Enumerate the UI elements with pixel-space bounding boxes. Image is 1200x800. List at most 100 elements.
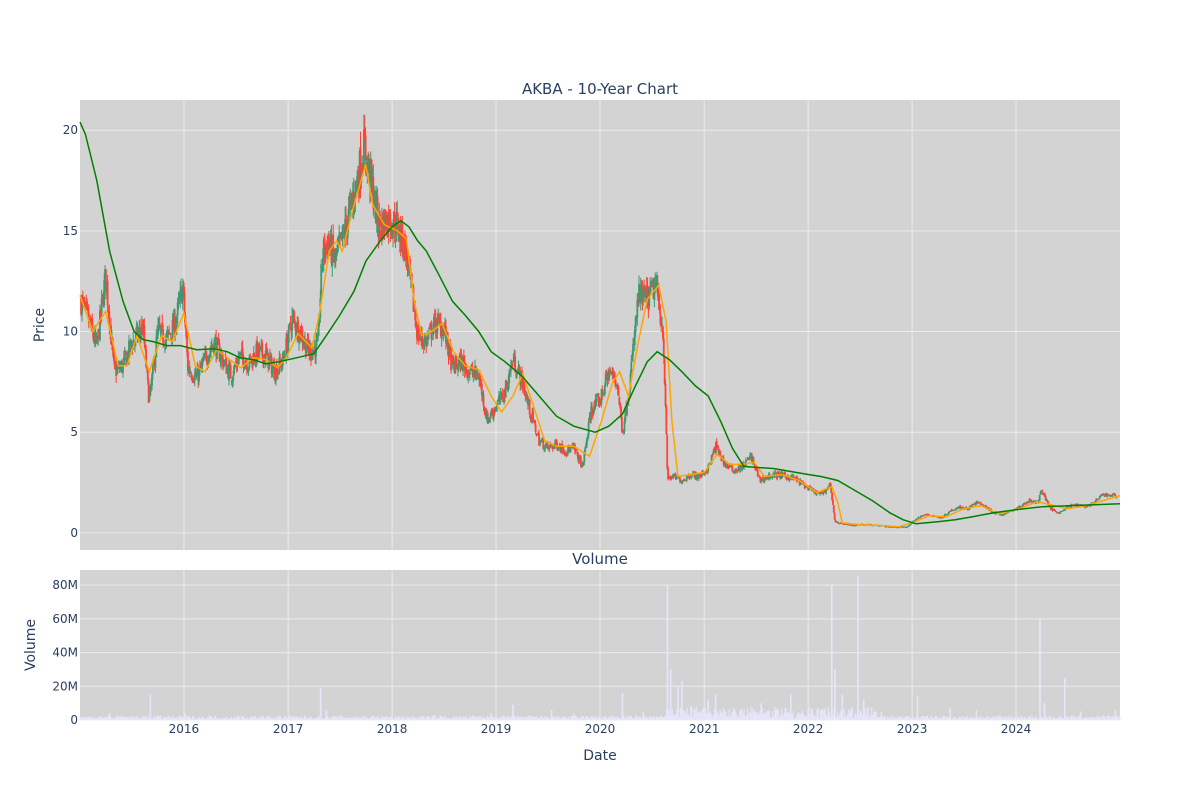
volume-bar-spike [916, 696, 919, 720]
volume-bar [954, 716, 956, 720]
volume-bar [623, 717, 626, 720]
price-candle-body [423, 338, 426, 345]
volume-bar [991, 716, 994, 720]
volume-bar [472, 715, 474, 720]
volume-bar [931, 716, 933, 720]
volume-bar [1073, 717, 1076, 720]
price-candle-body [244, 363, 247, 369]
volume-bar [306, 717, 308, 720]
volume-bar [290, 716, 292, 720]
price-candle-body [1031, 501, 1033, 503]
price-candle-body [1111, 495, 1114, 497]
volume-bar [887, 716, 889, 720]
price-candle-body [353, 203, 356, 210]
price-candle-body [984, 505, 987, 507]
price-candle-body [86, 301, 89, 308]
volume-bar [839, 713, 841, 720]
volume-bar [644, 716, 646, 720]
volume-bar-spike [714, 694, 717, 720]
volume-bar [926, 715, 929, 720]
volume-bar [614, 717, 616, 720]
volume-bar [98, 716, 100, 720]
volume-bar [907, 716, 909, 720]
price-candle-body [188, 366, 191, 373]
price-candle-body [164, 339, 167, 346]
volume-bar [175, 717, 177, 720]
volume-bar [1019, 717, 1021, 720]
price-candle-body [763, 477, 766, 482]
volume-bar [864, 708, 866, 720]
volume-bar [369, 717, 372, 720]
price-candle-body [134, 331, 137, 339]
price-candle-body [618, 397, 621, 405]
price-candle-body [937, 516, 940, 518]
volume-bar [113, 718, 115, 720]
volume-bar [555, 716, 557, 720]
volume-y-tick-label: 60M [52, 612, 78, 626]
volume-bar [898, 715, 900, 720]
volume-bar [552, 717, 554, 720]
volume-bar [422, 716, 424, 720]
volume-bar [846, 715, 848, 720]
volume-bar [177, 718, 179, 720]
price-candle-body [973, 503, 975, 505]
volume-bar [883, 715, 885, 720]
volume-bar [81, 717, 83, 720]
volume-bar [920, 717, 922, 720]
volume-bar [955, 718, 957, 720]
volume-bar [591, 716, 594, 720]
volume-bar [882, 716, 884, 720]
volume-bar [419, 718, 422, 720]
x-tick-label: 2022 [793, 722, 824, 736]
volume-bar [978, 717, 980, 720]
volume-bar [429, 717, 431, 720]
price-candle-body [533, 420, 536, 424]
volume-bar [630, 716, 632, 720]
volume-bar [981, 718, 983, 720]
volume-bar [309, 717, 311, 720]
price-candle-body [167, 329, 170, 335]
volume-bar [226, 717, 228, 720]
volume-bar [558, 717, 561, 720]
volume-bar [440, 715, 442, 720]
volume-bar [628, 716, 630, 720]
volume-bar [465, 715, 467, 720]
volume-bar [1049, 715, 1052, 720]
price-candle-body [700, 475, 703, 477]
price-candle-body [758, 475, 761, 478]
volume-bar [596, 717, 598, 720]
volume-bar [560, 718, 562, 720]
volume-bar [283, 717, 285, 720]
volume-bar [582, 716, 585, 720]
volume-bar [852, 717, 855, 720]
price-candle-body [148, 396, 151, 402]
volume-bar [672, 715, 675, 720]
price-candle-body [290, 331, 293, 333]
price-candle-body [728, 465, 731, 467]
volume-bar [749, 711, 751, 720]
volume-bar [155, 717, 157, 720]
volume-bar [314, 718, 316, 720]
price-candle-body [729, 466, 732, 468]
price-candle-body [81, 297, 83, 314]
volume-bar [188, 715, 190, 720]
volume-bar [398, 715, 400, 720]
price-candle-body [978, 502, 981, 504]
volume-bar [82, 716, 85, 720]
price-candle-body [784, 472, 787, 477]
volume-bar [977, 717, 979, 720]
price-candle-body [912, 520, 915, 523]
price-candle-body [940, 517, 943, 519]
price-candle-body [1113, 493, 1116, 496]
price-candle-body [213, 339, 216, 354]
volume-bar [454, 715, 456, 720]
volume-bar [843, 709, 845, 720]
volume-bar [496, 718, 498, 720]
volume-bar [812, 714, 815, 720]
price-candle-body [310, 345, 312, 359]
volume-bar [806, 715, 808, 720]
price-candle-body [331, 238, 334, 267]
price-candle-body [82, 300, 85, 302]
price-candle-body [1018, 506, 1021, 508]
price-candle-body [636, 299, 639, 318]
